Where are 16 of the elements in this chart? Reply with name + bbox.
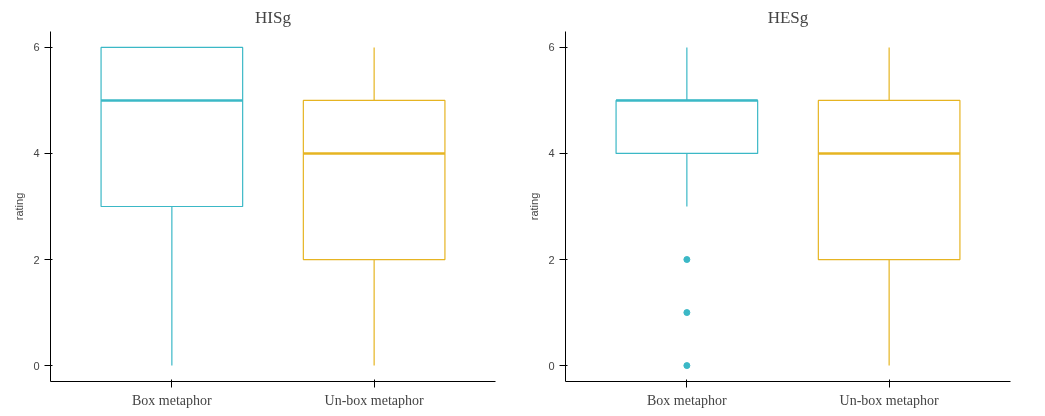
x-tick-label: Un-box metaphor [324, 392, 425, 408]
x-tick-label: Box metaphor [132, 392, 213, 408]
y-tick-label: 2 [33, 253, 40, 266]
y-tick-label: 0 [33, 359, 40, 372]
y-tick-label: 0 [548, 359, 555, 372]
y-tick-label: 4 [548, 147, 555, 160]
y-tick-label: 4 [33, 147, 40, 160]
y-tick-label: 6 [548, 41, 555, 54]
y-tick-label: 6 [33, 41, 40, 54]
x-tick-label: Box metaphor [647, 392, 728, 408]
x-tick-label: Un-box metaphor [839, 392, 940, 408]
y-axis-title: rating [13, 192, 26, 221]
chart-title: HISg [255, 7, 292, 27]
y-axis-title: rating [528, 192, 541, 221]
chart-title: HESg [767, 7, 809, 27]
y-tick-label: 2 [548, 253, 555, 266]
